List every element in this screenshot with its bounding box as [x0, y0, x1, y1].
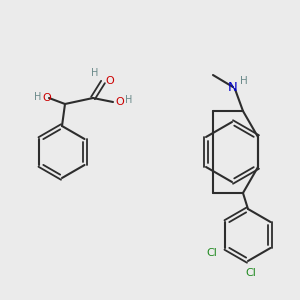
Text: H: H [91, 68, 99, 78]
Text: Cl: Cl [245, 268, 256, 278]
Text: H: H [125, 95, 133, 105]
Text: O: O [106, 76, 114, 86]
Text: Cl: Cl [206, 248, 217, 258]
Text: H: H [34, 92, 42, 102]
Text: O: O [43, 93, 51, 103]
Text: O: O [116, 97, 124, 107]
Text: H: H [240, 76, 248, 86]
Text: N: N [228, 80, 238, 94]
